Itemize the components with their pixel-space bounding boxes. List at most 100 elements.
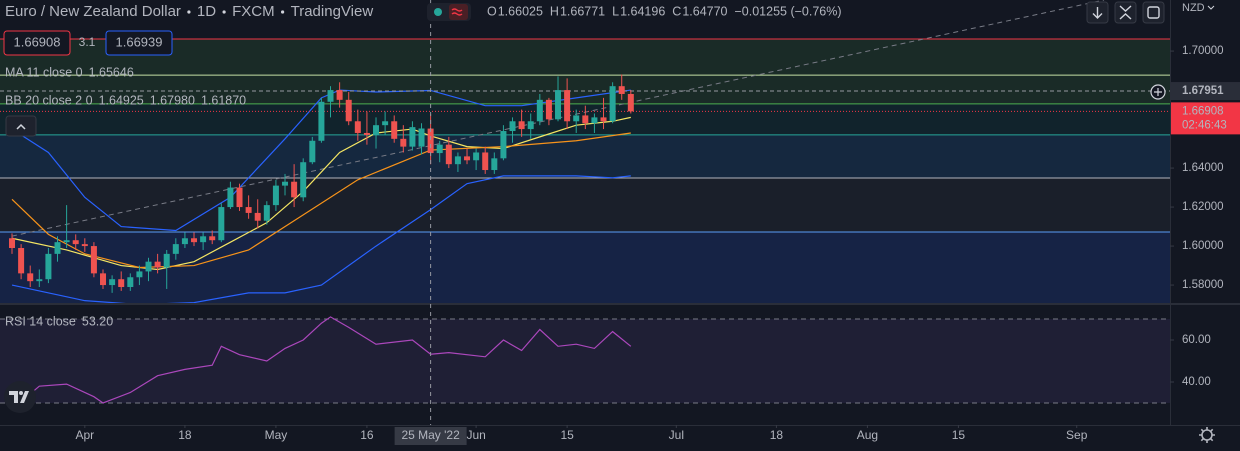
- rsi-y-tick-label: 60.00: [1182, 334, 1211, 346]
- candle-body: [564, 90, 571, 122]
- candle-body: [573, 115, 580, 122]
- collapse-pane-button[interactable]: [1114, 1, 1137, 24]
- candle-body: [54, 242, 61, 254]
- candle-body: [109, 279, 116, 286]
- candle-body: [591, 117, 598, 124]
- title-piece: FXCM: [232, 3, 275, 20]
- ohlc-key: C: [672, 4, 681, 18]
- arrow-down-icon: [1092, 7, 1103, 19]
- candle-body: [491, 158, 498, 171]
- x-tick-label: 15: [952, 428, 966, 442]
- ohlc-value: 1.66771: [560, 4, 605, 18]
- sell-price[interactable]: 1.66908: [14, 34, 61, 49]
- plus-icon: [1154, 88, 1162, 96]
- zone-fill: [0, 232, 1170, 303]
- candle-body: [618, 86, 625, 94]
- candle-body: [464, 156, 471, 161]
- candle-body: [509, 121, 516, 132]
- ohlc-key: H: [550, 4, 559, 18]
- candle-body: [473, 152, 480, 161]
- title-piece: Euro / New Zealand Dollar: [5, 3, 181, 20]
- collapse-icon: [16, 123, 26, 130]
- x-tick-label: 15: [560, 428, 574, 442]
- candle-body: [18, 248, 25, 274]
- candle-body: [418, 128, 425, 147]
- candle-body: [90, 246, 97, 274]
- buy-box[interactable]: [105, 30, 173, 56]
- candle-body: [373, 125, 380, 135]
- scroll-down-button[interactable]: [1086, 1, 1109, 24]
- indicator-name[interactable]: BB 20 close 2 0: [5, 93, 93, 107]
- add-order-button[interactable]: [1150, 84, 1166, 100]
- button-bg: [1142, 1, 1165, 24]
- last-price-label: 1.66908: [1182, 105, 1224, 117]
- zone-fill: [0, 75, 1170, 104]
- logo-bg: [4, 381, 36, 413]
- candle-body: [191, 238, 198, 243]
- logo-mark: [9, 391, 29, 403]
- candle-body: [627, 93, 634, 112]
- indicator-value: 1.61870: [201, 93, 246, 107]
- countdown-label: 02:46:43: [1182, 119, 1227, 131]
- collapse-button[interactable]: [5, 115, 37, 137]
- data-icon-bg: [449, 4, 468, 20]
- indicator-value: 1.65646: [89, 65, 134, 79]
- candle-body: [427, 128, 434, 154]
- candle-body: [327, 90, 334, 102]
- candle-body: [45, 253, 52, 280]
- price-line-label: 1.67951: [1182, 85, 1224, 97]
- y-tick-label: 1.64000: [1182, 162, 1224, 174]
- x-tick-label: Jun: [466, 428, 485, 442]
- candle-body: [436, 144, 443, 154]
- candle-body: [200, 236, 207, 243]
- candle-body: [518, 121, 525, 130]
- currency-label[interactable]: NZD: [1182, 2, 1205, 14]
- logo-dot: [19, 391, 23, 395]
- candle-body: [100, 273, 107, 286]
- status-badge[interactable]: [427, 3, 471, 21]
- settings-button[interactable]: [1199, 427, 1215, 443]
- candle-body: [209, 236, 216, 241]
- y-tick-label: 1.60000: [1182, 240, 1224, 252]
- maximize-button[interactable]: [1142, 1, 1165, 24]
- x-tick-label: Apr: [75, 428, 94, 442]
- ohlc-key: O: [487, 4, 497, 18]
- last-price-label-bg: [1171, 102, 1240, 135]
- candle-body: [409, 127, 416, 147]
- indicator-name[interactable]: MA 11 close 0: [5, 65, 83, 79]
- indicator-value: 1.67980: [150, 93, 195, 107]
- candle-body: [163, 253, 170, 268]
- price-pane: [0, 0, 1170, 303]
- gear-teeth: [1199, 427, 1215, 443]
- candle-body: [300, 162, 307, 198]
- tv-logo[interactable]: [4, 381, 36, 413]
- rsi-value: 53.20: [82, 314, 113, 328]
- title-separator: [222, 10, 226, 14]
- candle-body: [500, 131, 507, 159]
- buy-price[interactable]: 1.66939: [116, 34, 163, 49]
- candle-body: [263, 205, 270, 221]
- zone-fill: [0, 38, 1170, 76]
- rsi-pane: [0, 316, 1170, 410]
- candle-body: [382, 121, 389, 126]
- candle-body: [454, 156, 461, 165]
- candle-body: [282, 181, 289, 186]
- rsi-y-tick-label: 40.00: [1182, 376, 1211, 388]
- sell-box[interactable]: [3, 30, 71, 56]
- candle-body: [555, 90, 562, 120]
- price-line-label-bg: [1171, 82, 1240, 101]
- ohlc-key: L: [612, 4, 619, 18]
- button-bg: [1114, 1, 1137, 24]
- indicator-line: [11, 89, 631, 232]
- candle-body: [482, 152, 489, 171]
- y-tick-label: 1.62000: [1182, 201, 1224, 213]
- x-tick-label: Jul: [669, 428, 684, 442]
- rsi-name[interactable]: RSI 14 close: [5, 314, 76, 328]
- candle-body: [345, 99, 352, 122]
- candle-body: [81, 244, 88, 247]
- ohlc-value: 1.66025: [498, 4, 543, 18]
- candle-body: [63, 240, 70, 243]
- candle-body: [254, 212, 261, 221]
- x-tick-label: May: [265, 428, 288, 442]
- candle-body: [272, 185, 279, 206]
